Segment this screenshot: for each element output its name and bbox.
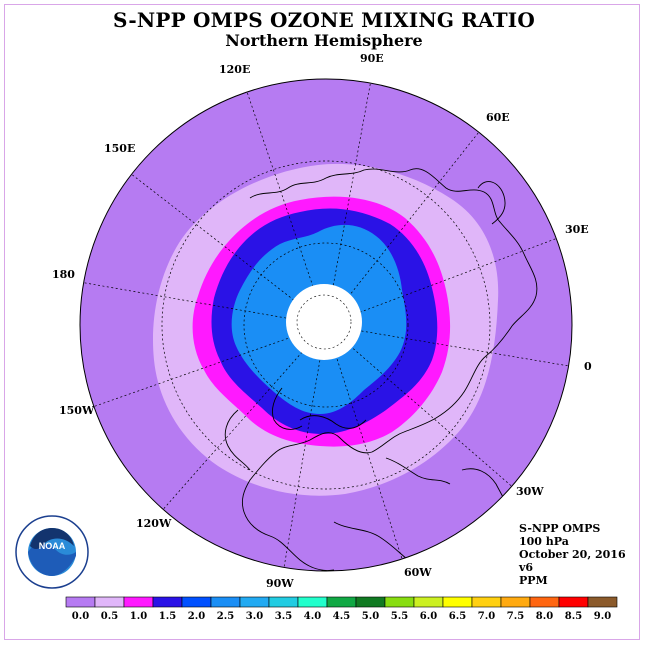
- colorbar-label: 3.5: [275, 611, 292, 622]
- colorbar-swatch: [558, 596, 589, 608]
- colorbar-swatch: [268, 596, 299, 608]
- colorbar-swatch: [355, 596, 386, 608]
- colorbar-label: 9.0: [594, 611, 611, 622]
- lon-label-0: 0: [584, 360, 592, 373]
- colorbar-swatch: [123, 596, 154, 608]
- colorbar-label: 2.5: [217, 611, 234, 622]
- map-title: S-NPP OMPS OZONE MIXING RATIO: [113, 8, 535, 32]
- latitude-circle-60: [243, 242, 409, 408]
- info-units: PPM: [519, 574, 548, 587]
- colorbar-swatch: [413, 596, 444, 608]
- lon-label-30e: 30E: [565, 223, 589, 236]
- colorbar-swatch: [326, 596, 357, 608]
- graticule: [80, 79, 572, 571]
- colorbar-swatch: [471, 596, 502, 608]
- latitude-circle-30: [161, 160, 491, 490]
- lon-label-90w: 90W: [266, 577, 294, 590]
- colorbar-label: 5.0: [362, 611, 379, 622]
- lon-label-150e: 150E: [104, 142, 135, 155]
- colorbar-swatch: [297, 596, 328, 608]
- continent-outlines: [224, 168, 538, 571]
- colorbar-label: 5.5: [391, 611, 408, 622]
- colorbar-label: 8.5: [565, 611, 582, 622]
- map-subtitle: Northern Hemisphere: [225, 31, 423, 50]
- colorbar-swatch: [384, 596, 415, 608]
- colorbar-swatch: [442, 596, 473, 608]
- colorbar-swatch: [94, 596, 125, 608]
- colorbar-label: 8.0: [536, 611, 553, 622]
- colorbar-label: 0.0: [72, 611, 89, 622]
- colorbar-swatch: [181, 596, 212, 608]
- colorbar-label: 3.0: [246, 611, 263, 622]
- lon-label-120e: 120E: [219, 63, 250, 76]
- lon-label-90e: 90E: [360, 52, 384, 65]
- lon-label-150w: 150W: [59, 404, 95, 417]
- colorbar-swatch: [587, 596, 618, 608]
- figure-frame: [4, 4, 640, 640]
- info-instrument: S-NPP OMPS: [519, 522, 601, 535]
- colorbar-swatch: [500, 596, 531, 608]
- colorbar-label: 2.0: [188, 611, 205, 622]
- colorbar-swatch: [152, 596, 183, 608]
- colorbar-label: 7.0: [478, 611, 495, 622]
- colorbar-swatch: [65, 596, 96, 608]
- colorbar-label: 6.0: [420, 611, 437, 622]
- colorbar-label: 7.5: [507, 611, 524, 622]
- colorbar-label: 1.0: [130, 611, 147, 622]
- noaa-logo: NOAA: [15, 515, 89, 589]
- latitude-circle-80: [296, 294, 352, 350]
- lon-label-30w: 30W: [516, 485, 544, 498]
- map-border: [79, 78, 573, 572]
- lon-label-60w: 60W: [404, 566, 432, 579]
- lon-label-180: 180: [52, 268, 75, 281]
- colorbar-swatch: [239, 596, 270, 608]
- colorbar-label: 4.0: [304, 611, 321, 622]
- info-block: S-NPP OMPS 100 hPa October 20, 2016 v6 P…: [519, 522, 626, 587]
- info-date: October 20, 2016: [519, 548, 626, 561]
- info-version: v6: [519, 561, 534, 574]
- noaa-logo-text: NOAA: [39, 541, 66, 551]
- colorbar-swatch: [210, 596, 241, 608]
- colorbar-label: 6.5: [449, 611, 466, 622]
- lon-label-60e: 60E: [486, 111, 510, 124]
- colorbar-label: 0.5: [101, 611, 118, 622]
- lon-label-120w: 120W: [136, 517, 172, 530]
- info-level: 100 hPa: [519, 535, 569, 548]
- colorbar-label: 1.5: [159, 611, 176, 622]
- colorbar-swatch: [529, 596, 560, 608]
- colorbar-label: 4.5: [333, 611, 350, 622]
